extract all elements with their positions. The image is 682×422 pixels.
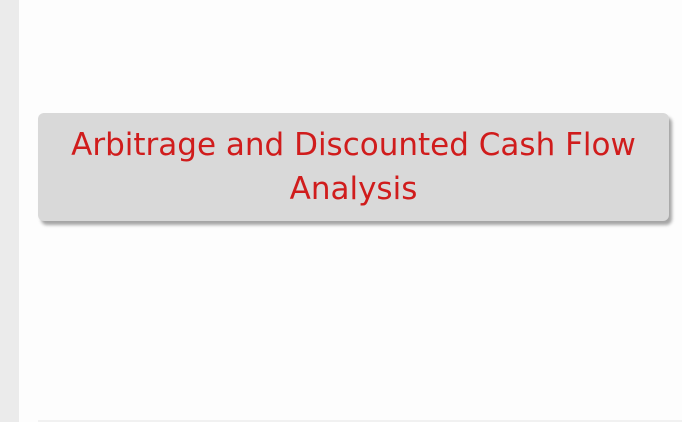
slide-page: Arbitrage and Discounted Cash Flow Analy… xyxy=(19,0,682,422)
title-block: Arbitrage and Discounted Cash Flow Analy… xyxy=(38,113,669,221)
slide-title: Arbitrage and Discounted Cash Flow Analy… xyxy=(71,127,636,207)
page-bottom-edge xyxy=(38,420,682,422)
left-gutter xyxy=(0,0,19,422)
